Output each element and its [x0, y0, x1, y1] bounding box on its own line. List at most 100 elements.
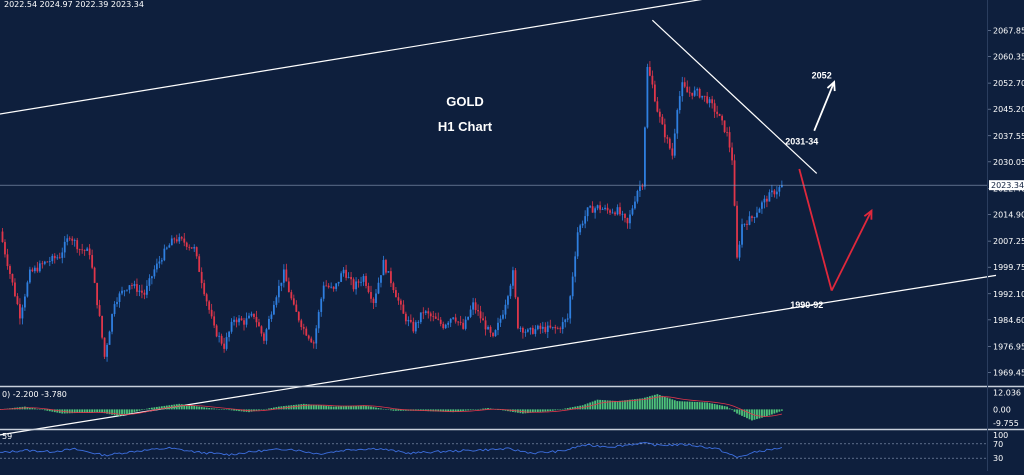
candle-body	[771, 190, 773, 193]
candle-body	[509, 285, 512, 297]
macd-bar	[616, 401, 619, 410]
macd-bar	[131, 409, 133, 413]
candle-body	[402, 304, 405, 314]
candle-body	[285, 269, 288, 282]
candle-body	[347, 276, 350, 278]
candle-body	[434, 316, 437, 319]
macd-bar	[464, 409, 467, 411]
candle-body	[731, 147, 733, 161]
candle-body	[502, 314, 504, 319]
macd-bar	[175, 404, 178, 410]
candle-body	[626, 217, 629, 224]
price-tick-label: 2014.90	[993, 211, 1024, 220]
candle-body	[422, 312, 425, 314]
rsi-tick-label: 30	[993, 454, 1003, 463]
macd-signal-line	[0, 396, 782, 417]
candle-body	[571, 276, 574, 297]
candle-body	[601, 209, 604, 210]
macd-bar	[474, 409, 477, 410]
candle-body	[688, 92, 691, 94]
candle-body	[631, 208, 634, 215]
macd-bar	[624, 400, 626, 410]
candle-body	[170, 238, 173, 246]
macd-bar	[549, 409, 552, 411]
macd-bar	[143, 409, 146, 410]
candle-body	[477, 310, 479, 312]
candle-body	[195, 247, 198, 257]
candle-body	[594, 208, 597, 213]
macd-bar	[51, 409, 54, 412]
candle-body	[123, 290, 126, 292]
macd-bar	[526, 409, 529, 414]
macd-bar	[676, 401, 679, 410]
macd-bar	[277, 406, 280, 410]
candle-body	[273, 304, 275, 315]
macd-bar	[133, 409, 136, 413]
macd-bar	[447, 409, 450, 412]
macd-bar	[195, 406, 198, 410]
macd-bar	[636, 398, 639, 410]
candle-body	[574, 256, 577, 277]
macd-bar	[320, 405, 323, 410]
macd-bar	[459, 409, 462, 412]
macd-bar	[165, 405, 168, 410]
candle-body	[482, 318, 484, 321]
macd-bar	[332, 406, 335, 410]
candle-body	[698, 88, 701, 98]
macd-bar	[307, 404, 310, 410]
rsi-tick-label: 100	[993, 431, 1008, 440]
candle-body	[609, 210, 611, 213]
macd-bar	[693, 401, 696, 410]
candle-body	[584, 216, 587, 224]
candle-body	[68, 238, 71, 240]
macd-bar	[372, 407, 375, 410]
candle-body	[723, 120, 726, 133]
macd-panel	[0, 394, 783, 421]
candle-body	[756, 212, 758, 218]
macd-bar	[292, 404, 295, 410]
macd-bar	[743, 409, 746, 417]
macd-bar	[728, 408, 731, 410]
macd-bar	[701, 402, 704, 410]
macd-bar	[230, 409, 233, 411]
macd-bar	[541, 409, 544, 412]
candle-body	[230, 321, 233, 332]
candle-body	[586, 207, 589, 217]
candle-body	[118, 293, 121, 302]
candle-body	[726, 132, 728, 133]
macd-bar	[686, 401, 689, 410]
candle-body	[576, 232, 579, 257]
candle-body	[268, 318, 270, 330]
candle-body	[624, 213, 626, 218]
candle-body	[741, 224, 743, 245]
macd-bar	[614, 400, 616, 410]
macd-bar	[773, 409, 776, 414]
macd-bar	[718, 405, 721, 410]
candle-body	[317, 311, 320, 329]
macd-bar	[136, 409, 138, 412]
macd-bar	[88, 409, 91, 413]
macd-bar	[208, 408, 211, 410]
macd-bar	[268, 408, 270, 410]
candle-body	[150, 276, 153, 279]
candle-body	[101, 315, 103, 338]
ohlc-readout: 2022.54 2024.97 2022.39 2023.34	[4, 0, 144, 9]
macd-bar	[778, 409, 781, 412]
candle-body	[409, 319, 412, 322]
macd-bar	[579, 405, 582, 410]
candle-body	[462, 322, 465, 329]
candle-body	[352, 279, 355, 290]
candle-body	[103, 337, 106, 357]
candle-body	[81, 249, 84, 251]
candle-body	[728, 132, 731, 148]
candle-body	[551, 326, 554, 328]
candle-body	[335, 283, 338, 289]
candle-body	[183, 238, 186, 243]
rsi-tick-label: 70	[993, 440, 1003, 449]
candle-body	[766, 198, 768, 202]
macd-bar	[297, 404, 300, 410]
candle-body	[454, 317, 457, 322]
candle-body	[138, 290, 141, 292]
macd-bar	[96, 409, 99, 413]
